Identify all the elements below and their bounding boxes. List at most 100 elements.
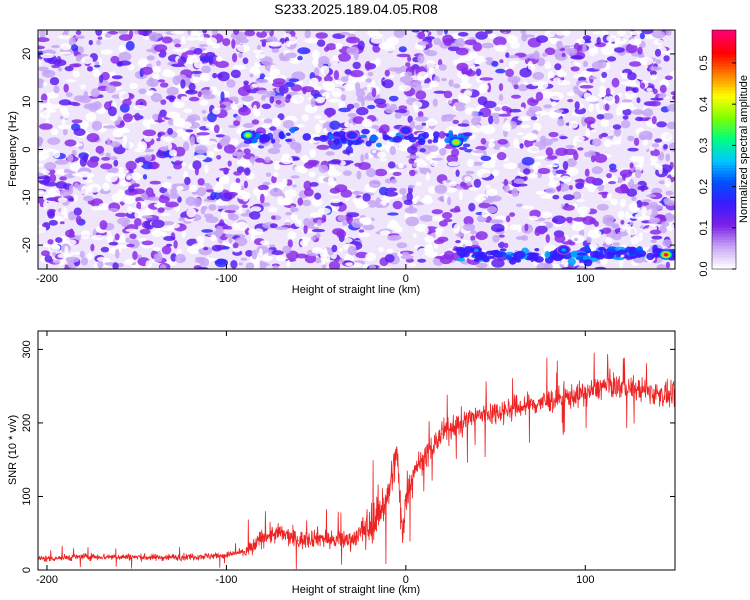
spectral-peak	[664, 253, 668, 257]
colorbar-segment	[712, 83, 736, 88]
colorbar-segment	[712, 86, 736, 91]
colorbar-segment	[712, 209, 736, 213]
colorbar-segment	[712, 212, 736, 216]
colorbar-segment	[712, 68, 736, 73]
colorbar-segment	[712, 110, 736, 115]
colorbar-segment	[712, 134, 736, 139]
colorbar-segment	[712, 116, 736, 121]
colorbar-segment	[712, 245, 736, 249]
spectrogram-texture	[38, 30, 675, 269]
colorbar-segment	[712, 188, 736, 192]
colorbar-segment	[712, 221, 736, 225]
colorbar-segment	[712, 128, 736, 133]
snr-data-point	[638, 389, 640, 391]
snr-data-point	[584, 392, 586, 395]
spectrogram-y-tick-label: 0	[21, 146, 33, 152]
snr-chart: -200 -100 0 100 0 100 200 300 Height of straig…	[7, 330, 676, 596]
colorbar-segment	[712, 257, 736, 261]
snr-frame	[37, 330, 676, 571]
colorbar-segment	[712, 152, 736, 157]
colorbar-segment	[712, 38, 736, 43]
colorbar-segment	[712, 30, 736, 34]
colorbar-segment	[712, 101, 736, 106]
colorbar-segment	[712, 197, 736, 201]
spectral-peak	[561, 248, 566, 252]
spectral-peak	[403, 128, 408, 132]
snr-data-point	[369, 525, 371, 527]
colorbar-segment	[712, 98, 736, 103]
colorbar-segment	[712, 80, 736, 85]
snr-data-point	[459, 422, 461, 424]
colorbar-segment	[712, 167, 736, 172]
spectral-peak	[350, 133, 354, 137]
spectrogram-y-axis-label: Frequency (Hz)	[7, 111, 19, 187]
snr-data-point	[414, 466, 416, 468]
colorbar-segment	[712, 146, 736, 151]
spectrogram-plot-area	[38, 30, 675, 269]
colorbar-segment	[712, 143, 736, 148]
colorbar-segment	[712, 233, 736, 237]
colorbar-segment	[712, 227, 736, 231]
snr-y-axis-label: SNR (10 * v/v)	[7, 415, 19, 485]
snr-data-point	[333, 540, 335, 542]
colorbar-segment	[712, 248, 736, 252]
colorbar-segment	[712, 200, 736, 204]
snr-data-point	[566, 396, 568, 398]
spectrogram-x-tick-label: -100	[215, 273, 237, 285]
snr-y-tick-label: 100	[21, 487, 33, 505]
figure-title: S233.2025.189.04.05.R08	[274, 1, 438, 17]
colorbar-segment	[712, 260, 736, 264]
snr-data-point	[530, 403, 533, 406]
snr-plot-area	[38, 352, 675, 570]
snr-data-point	[548, 400, 551, 402]
snr-y-tick-label: 200	[21, 414, 33, 432]
snr-data-point	[396, 451, 398, 453]
snr-data-point	[477, 415, 479, 417]
colorbar-segment	[712, 77, 736, 82]
colorbar-segment	[712, 59, 736, 64]
colorbar-segment	[712, 236, 736, 240]
spectrogram-x-tick-label: 100	[576, 273, 594, 285]
snr-data-point	[261, 536, 263, 538]
colorbar-segment	[712, 125, 736, 130]
colorbar-segment	[712, 254, 736, 258]
colorbar-tick-label: 0.1	[698, 220, 710, 235]
colorbar-segment	[712, 137, 736, 142]
snr-data-point	[154, 556, 156, 559]
colorbar-segment	[712, 47, 736, 52]
snr-data-point	[252, 547, 254, 549]
spectrogram-features	[240, 125, 673, 260]
colorbar-segment	[712, 140, 736, 145]
snr-data-point	[387, 495, 389, 498]
snr-data-point	[351, 538, 353, 540]
colorbar-segment	[712, 71, 736, 76]
snr-x-axis-label: Height of straight line (km)	[292, 584, 420, 596]
snr-data-point	[656, 392, 658, 395]
colorbar-segment	[712, 266, 736, 270]
colorbar-tick-label: 0.3	[698, 138, 710, 153]
colorbar-frame	[711, 29, 737, 270]
snr-data-point	[401, 532, 403, 534]
colorbar-segment	[712, 194, 736, 198]
snr-y-ticks: 0 100 200 300	[21, 340, 675, 573]
snr-data-point	[118, 556, 120, 558]
colorbar-tick-label: 0.0	[698, 261, 710, 276]
colorbar-tick-label: 0.5	[698, 55, 710, 70]
colorbar-segment	[712, 173, 736, 177]
snr-x-tick-label: -200	[36, 574, 58, 586]
colorbar-segment	[712, 158, 736, 163]
colorbar-segment	[712, 176, 736, 180]
colorbar-segment	[712, 92, 736, 97]
colorbar-segment	[712, 44, 736, 49]
colorbar-segment	[712, 131, 736, 136]
colorbar-segment	[712, 242, 736, 246]
colorbar-segment	[712, 203, 736, 207]
spectrogram-y-tick-label: 20	[21, 48, 33, 60]
snr-x-tick-label: 100	[576, 574, 594, 586]
spectrogram-x-ticks: -200 -100 0 100	[36, 30, 594, 285]
snr-data-point	[405, 495, 407, 498]
snr-data-point	[297, 540, 299, 542]
colorbar-segment	[712, 32, 736, 37]
